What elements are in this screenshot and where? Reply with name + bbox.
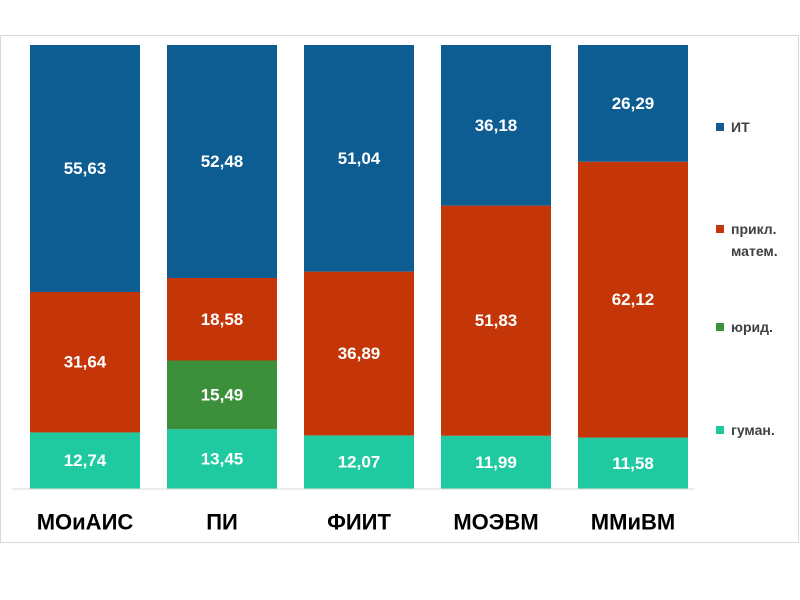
data-label: 55,63 (64, 159, 107, 178)
bar-segment (578, 437, 688, 489)
legend-label: ИТ (731, 119, 750, 135)
category-label: МОиАИС (37, 510, 134, 535)
bar-segment (304, 435, 414, 489)
data-label: 26,29 (612, 94, 655, 113)
bars-group (30, 45, 688, 489)
bar-segment (441, 45, 551, 206)
legend-marker (716, 323, 724, 331)
data-label: 15,49 (201, 385, 244, 404)
legend-label: матем. (731, 243, 778, 259)
legend-label: прикл. (731, 221, 777, 237)
data-label: 12,74 (64, 451, 107, 470)
data-label: 51,83 (475, 311, 518, 330)
legend-marker (716, 123, 724, 131)
legend-label: юрид. (731, 319, 773, 335)
bar-segment (167, 429, 277, 489)
data-label: 12,07 (338, 453, 381, 472)
legend: ИТ прикл. матем. юрид. гуман. (716, 119, 778, 438)
data-label: 13,45 (201, 450, 244, 469)
data-label: 11,99 (475, 453, 517, 472)
bar-segment (167, 45, 277, 279)
bar-segment (304, 45, 414, 272)
data-label: 51,04 (338, 149, 381, 168)
category-labels-group: МОиАИС ПИ ФИИТ МОЭВМ ММиВМ (37, 510, 675, 535)
category-label: МОЭВМ (453, 510, 538, 535)
data-label: 31,64 (64, 353, 107, 372)
data-label: 36,89 (338, 344, 381, 363)
bar-segment (167, 360, 277, 430)
data-label: 36,18 (475, 116, 518, 135)
category-label: ММиВМ (591, 510, 675, 535)
bar-segment (578, 161, 688, 438)
bar-segment (30, 45, 140, 292)
category-label: ПИ (206, 510, 238, 535)
legend-label: гуман. (731, 422, 775, 438)
legend-marker (716, 225, 724, 233)
bar-segment (441, 435, 551, 489)
bar-segment (30, 291, 140, 433)
bar-segment (167, 278, 277, 361)
bar-segment (30, 432, 140, 489)
legend-marker (716, 426, 724, 434)
data-label: 52,48 (201, 152, 244, 171)
bar-segment (304, 271, 414, 436)
category-label: ФИИТ (327, 510, 391, 535)
data-label: 18,58 (201, 310, 244, 329)
bar-segment (441, 205, 551, 436)
data-label: 62,12 (612, 290, 655, 309)
segment-labels-group: 12,74 31,64 55,63 13,45 15,49 18,58 52,48 12,07… (64, 94, 655, 473)
bar-segment (578, 45, 688, 162)
data-label: 11,58 (612, 454, 654, 473)
